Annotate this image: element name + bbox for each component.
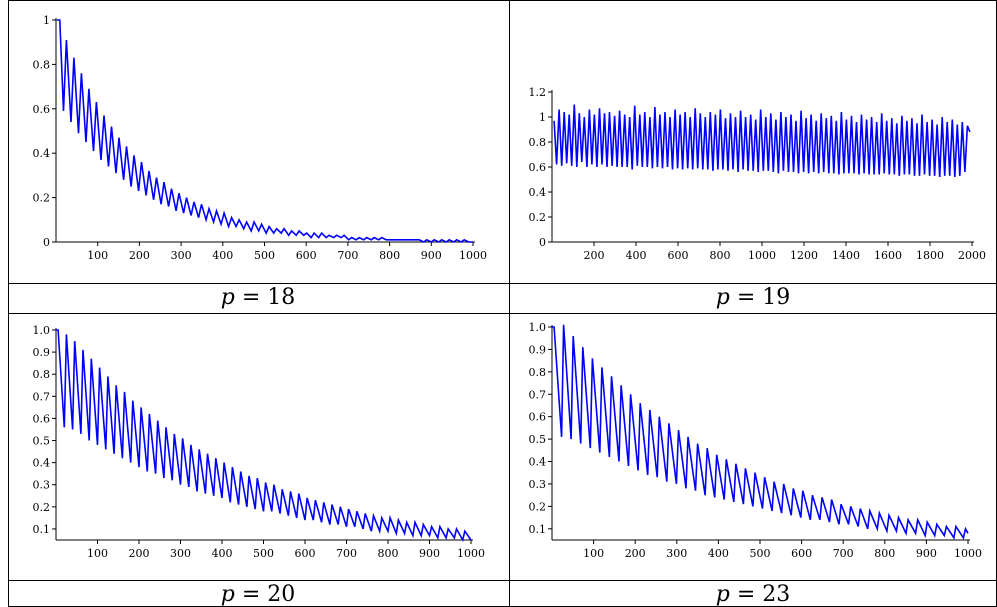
series-line: [56, 329, 472, 543]
y-tick-label: 0.5: [529, 433, 547, 446]
y-tick-label: 0.4: [33, 147, 51, 160]
x-tick-label: 600: [668, 249, 689, 262]
series-line: [56, 19, 473, 243]
caption-p18: p = 18: [221, 285, 296, 310]
y-tick-label: 0.8: [33, 368, 51, 381]
y-tick-label: 0.5: [33, 435, 51, 448]
y-tick-label: 0.9: [33, 346, 51, 359]
y-tick-label: 0.8: [33, 58, 51, 71]
x-tick-label: 800: [874, 547, 895, 560]
y-tick-label: 0.8: [529, 366, 547, 379]
x-tick-label: 1000: [459, 249, 487, 262]
y-tick-label: 0.3: [529, 478, 547, 491]
y-tick-label: 0.1: [33, 523, 51, 536]
y-tick-label: 0.4: [529, 186, 547, 199]
x-tick-label: 600: [296, 249, 317, 262]
series-line: [553, 104, 971, 178]
plot-panel-p19: 200 400 600 800 1000 1200 1400 1600 1800 2000 0 0.2…: [529, 86, 987, 262]
x-tick-label: 100: [583, 547, 604, 560]
x-tick-label: 700: [336, 547, 357, 560]
y-tick-label: 0.2: [33, 192, 51, 205]
x-tick-label: 700: [337, 249, 358, 262]
x-tick-label: 900: [916, 547, 937, 560]
y-tick-label: 0.3: [33, 479, 51, 492]
x-tick-label: 400: [212, 547, 233, 560]
plot-panel-p18: 100 200 300 400 500 600 700 800 900 1000 0 0.2 0.4 0.…: [33, 14, 488, 262]
x-tick-label: 800: [378, 547, 399, 560]
x-tick-label: 1000: [457, 547, 485, 560]
x-tick-label: 400: [626, 249, 647, 262]
x-tick-label: 200: [129, 249, 150, 262]
caption-p20: p = 20: [221, 582, 296, 607]
x-tick-label: 200: [625, 547, 646, 560]
y-tick-label: 0.1: [529, 523, 547, 536]
y-tick-label: 1.0: [529, 321, 547, 334]
y-tick-label: 0.9: [529, 343, 547, 356]
x-tick-label: 100: [87, 547, 108, 560]
y-tick-label: 1.0: [33, 324, 51, 337]
table-outer-border: [8, 0, 997, 607]
y-tick-label: 0.8: [529, 136, 547, 149]
x-tick-label: 600: [791, 547, 812, 560]
plot-panel-p20: 100 200 300 400 500 600 700 800 900 1000 0.1 0.2 0.3…: [33, 324, 486, 560]
x-tick-label: 500: [253, 547, 274, 560]
x-tick-label: 1800: [916, 249, 944, 262]
y-tick-label: 0.2: [33, 501, 51, 514]
y-tick-label: 0.4: [33, 457, 51, 470]
x-tick-label: 400: [708, 547, 729, 560]
x-tick-label: 1000: [748, 249, 776, 262]
x-tick-label: 400: [212, 249, 233, 262]
y-tick-label: 0.4: [529, 456, 547, 469]
y-tick-label: 0.2: [529, 211, 547, 224]
x-tick-label: 800: [710, 249, 731, 262]
y-tick-label: 0.7: [33, 390, 51, 403]
y-tick-label: 0.6: [33, 103, 51, 116]
y-tick-label: 1: [43, 14, 50, 27]
x-tick-label: 1400: [832, 249, 860, 262]
series-line: [552, 324, 969, 540]
x-tick-label: 500: [254, 249, 275, 262]
x-tick-label: 900: [419, 547, 440, 560]
x-tick-label: 100: [87, 249, 108, 262]
y-tick-label: 0.6: [529, 411, 547, 424]
caption-p19: p = 19: [716, 285, 791, 310]
x-tick-label: 600: [295, 547, 316, 560]
y-tick-label: 0: [43, 236, 50, 249]
plot-panel-p23: 100 200 300 400 500 600 700 800 900 1000 0.1 0.2 0.3…: [529, 321, 983, 560]
x-tick-label: 300: [170, 547, 191, 560]
y-tick-label: 0.7: [529, 388, 547, 401]
x-tick-label: 500: [750, 547, 771, 560]
x-tick-label: 1200: [790, 249, 818, 262]
x-tick-label: 1000: [954, 547, 982, 560]
y-tick-label: 1: [539, 111, 546, 124]
x-tick-label: 2000: [958, 249, 986, 262]
caption-p23: p = 23: [716, 582, 791, 607]
x-tick-label: 300: [666, 547, 687, 560]
y-tick-label: 0.6: [33, 412, 51, 425]
y-tick-label: 0.6: [529, 161, 547, 174]
table-grid-lines: [8, 0, 997, 607]
x-tick-label: 700: [833, 547, 854, 560]
y-tick-label: 0.2: [529, 500, 547, 513]
y-tick-label: 1.2: [529, 86, 547, 99]
x-tick-label: 300: [171, 249, 192, 262]
x-tick-label: 800: [379, 249, 400, 262]
x-tick-label: 200: [584, 249, 605, 262]
x-tick-label: 200: [129, 547, 150, 560]
x-tick-label: 1600: [874, 249, 902, 262]
y-tick-label: 0: [539, 236, 546, 249]
x-tick-label: 900: [421, 249, 442, 262]
